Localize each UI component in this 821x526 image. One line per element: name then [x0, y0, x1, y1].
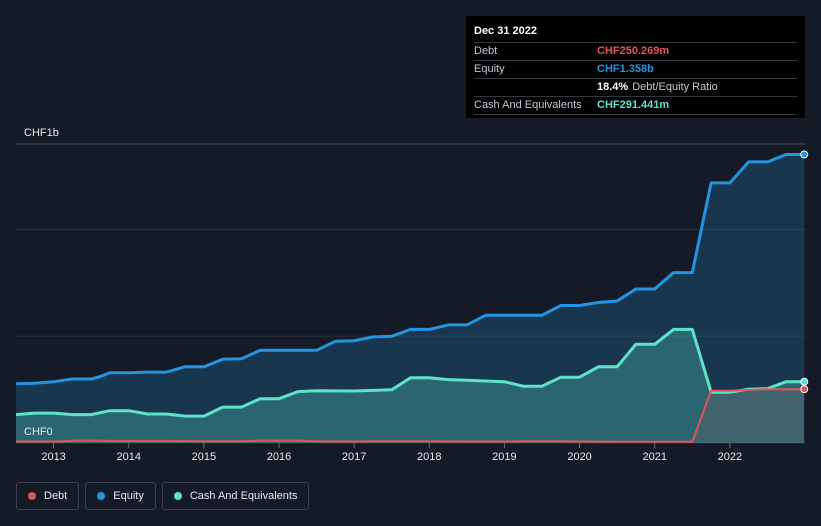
grid-lines [16, 143, 805, 444]
tooltip-label: Cash And Equivalents [474, 99, 582, 111]
data-tooltip: Dec 31 2022 Debt CHF250.269m Equity CHF1… [466, 16, 805, 118]
debt-line [16, 388, 805, 443]
tooltip-ratio-label: Debt/Equity Ratio [632, 81, 718, 93]
x-tick-label: 2015 [192, 451, 216, 463]
tooltip-label: Debt [474, 45, 498, 57]
tooltip-row-equity: Equity CHF1.358b [474, 60, 797, 78]
y-axis-top-label: CHF1b [24, 127, 59, 139]
x-tick-label: 2021 [642, 451, 666, 463]
x-tick-label: 2018 [417, 451, 441, 463]
series-lines [15, 150, 809, 443]
chart-legend: Debt Equity Cash And Equivalents [16, 482, 310, 510]
debt-dot-icon [28, 492, 36, 500]
legend-label: Debt [44, 490, 68, 502]
series-areas [16, 154, 805, 443]
x-tick-label: 2013 [41, 451, 65, 463]
equity-end-point [800, 150, 809, 159]
tooltip-row-cash: Cash And Equivalents CHF291.441m [474, 96, 797, 115]
tooltip-date: Dec 31 2022 [474, 25, 537, 37]
x-axis-ticks: 2013 2014 2015 2016 2017 2018 2019 2020 2021 2022 [41, 443, 742, 463]
cash-and-equivalents-area [16, 329, 805, 443]
legend-item-equity[interactable]: Equity [85, 482, 156, 510]
equity-dot-icon [97, 492, 106, 500]
tooltip-row-debt: Debt CHF250.269m [474, 42, 797, 60]
x-tick-label: 2017 [342, 451, 366, 463]
x-tick-label: 2020 [567, 451, 591, 463]
legend-label: Equity [113, 490, 144, 502]
equity-area [16, 154, 805, 443]
tooltip-row-ratio: 18.4% Debt/Equity Ratio [474, 78, 797, 96]
cash-and-equivalents-line [15, 327, 805, 418]
legend-item-cash[interactable]: Cash And Equivalents [161, 482, 310, 510]
cash-dot-icon [173, 492, 182, 500]
tooltip-value: CHF250.269m [597, 45, 670, 57]
debt-end-point [800, 385, 809, 394]
x-tick-label: 2022 [718, 451, 742, 463]
x-tick-label: 2019 [492, 451, 516, 463]
tooltip-value: 18.4% [597, 81, 629, 93]
x-tick-label: 2016 [267, 451, 291, 463]
cash-and-equivalents-end-point [800, 377, 809, 386]
tooltip-value: CHF291.441m [597, 99, 670, 111]
tooltip-value: CHF1.358b [597, 63, 654, 75]
tooltip-label: Equity [474, 63, 505, 75]
legend-item-debt[interactable]: Debt [16, 482, 80, 510]
legend-label: Cash And Equivalents [189, 490, 298, 502]
y-axis-bottom-label: CHF0 [24, 426, 53, 438]
equity-line [15, 153, 805, 386]
debt-area [16, 389, 805, 443]
tooltip-label [474, 79, 597, 96]
x-tick-label: 2014 [116, 451, 140, 463]
